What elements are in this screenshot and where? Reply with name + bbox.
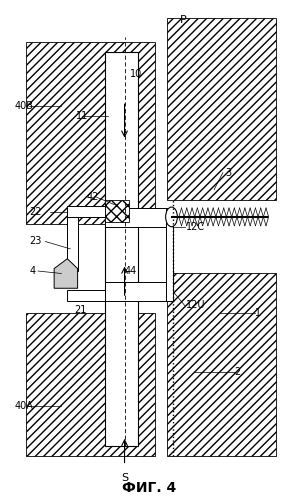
Text: 12U: 12U xyxy=(186,300,206,310)
Text: 3: 3 xyxy=(226,168,232,178)
Polygon shape xyxy=(167,273,276,456)
Text: P: P xyxy=(180,15,187,25)
Text: 12C: 12C xyxy=(186,222,205,232)
Bar xyxy=(106,282,172,300)
Bar xyxy=(106,52,138,446)
Text: S: S xyxy=(121,473,128,483)
Text: 44: 44 xyxy=(124,266,137,276)
Text: 40A: 40A xyxy=(15,401,33,411)
Text: 23: 23 xyxy=(29,237,42,247)
Bar xyxy=(166,208,173,300)
Text: 4: 4 xyxy=(29,266,35,276)
Text: 1: 1 xyxy=(255,308,261,318)
Bar xyxy=(67,290,106,300)
Polygon shape xyxy=(54,258,78,288)
Bar xyxy=(106,208,172,227)
Bar xyxy=(67,217,78,271)
Bar xyxy=(67,206,106,217)
Text: 11: 11 xyxy=(76,111,88,121)
Text: 21: 21 xyxy=(74,305,87,315)
Text: 22: 22 xyxy=(29,207,42,217)
Text: 10: 10 xyxy=(130,69,142,79)
Polygon shape xyxy=(26,42,155,224)
Text: 40B: 40B xyxy=(15,101,33,111)
Text: 2: 2 xyxy=(235,367,241,377)
Text: ФИГ. 4: ФИГ. 4 xyxy=(122,481,177,495)
Polygon shape xyxy=(106,200,129,222)
Text: 42: 42 xyxy=(86,192,98,202)
Polygon shape xyxy=(26,313,155,456)
Polygon shape xyxy=(167,17,276,200)
Circle shape xyxy=(166,207,177,227)
